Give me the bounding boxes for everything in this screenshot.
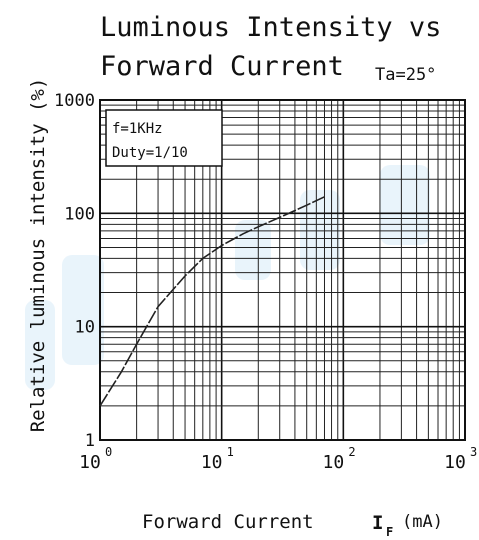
y-axis-label: Relative luminous intensity (%) <box>27 78 49 433</box>
chart-subtitle: Forward Current <box>100 51 344 82</box>
legend-duty: Duty=1/10 <box>112 145 188 161</box>
legend-frequency: f=1KHz <box>112 121 163 137</box>
x-tick-labels: 10 0 10 1 10 2 10 3 <box>79 445 477 473</box>
watermark-shape <box>300 190 340 270</box>
x-tick-exponent: 3 <box>470 445 477 459</box>
x-tick-label: 10 <box>79 452 101 473</box>
legend: f=1KHz Duty=1/10 <box>105 109 223 167</box>
x-axis-label: Forward Current <box>142 511 314 533</box>
x-tick-label: 10 <box>322 452 344 473</box>
y-tick-label: 1 <box>85 431 95 451</box>
x-axis-unit-subscript: F <box>386 525 393 539</box>
x-tick-exponent: 0 <box>105 445 112 459</box>
x-tick-exponent: 1 <box>227 445 234 459</box>
chart-title: Luminous Intensity vs <box>100 12 441 43</box>
grid <box>100 100 465 440</box>
watermark-shape <box>380 165 430 245</box>
watermark-shape <box>235 220 271 280</box>
series-curve <box>99 196 325 407</box>
y-tick-labels: 1 10 100 1000 <box>54 91 95 451</box>
x-axis-unit-symbol: I <box>372 512 383 534</box>
y-tick-label: 1000 <box>54 91 95 111</box>
watermark-shape <box>25 300 55 390</box>
x-tick-label: 10 <box>201 452 223 473</box>
watermark <box>25 165 430 390</box>
plot-frame <box>99 99 466 441</box>
temperature-condition: Ta=25° <box>375 65 436 85</box>
x-tick-exponent: 2 <box>348 445 355 459</box>
x-tick-label: 10 <box>444 452 466 473</box>
watermark-shape <box>62 255 104 365</box>
y-tick-label: 10 <box>75 318 95 338</box>
y-tick-label: 100 <box>64 204 95 224</box>
x-axis-unit: (mA) <box>402 512 443 532</box>
legend-box <box>105 109 223 167</box>
